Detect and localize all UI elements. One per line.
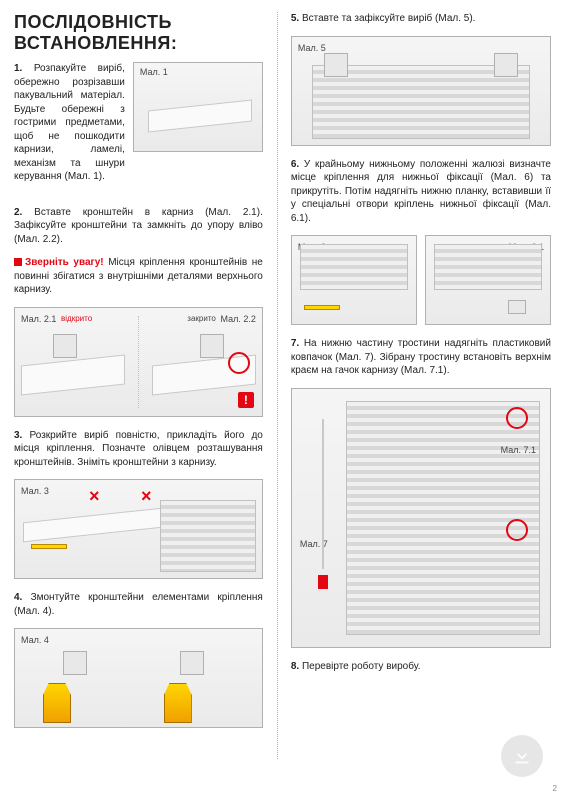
step-1: 1. Розпакуйте виріб, обережно розрізавши… xyxy=(14,62,125,184)
step-6-num: 6. xyxy=(291,159,299,170)
step-2-num: 2. xyxy=(14,207,22,218)
figure-6-pencil-icon xyxy=(304,305,340,310)
figure-1: Мал. 1 xyxy=(133,62,263,152)
figure-1-rail xyxy=(148,100,252,133)
figure-7: Мал. 7.1 Мал. 7 xyxy=(291,388,551,648)
figure-4-bracket-2 xyxy=(180,651,204,675)
figure-2-open-label: відкрито xyxy=(61,314,92,323)
figure-2: Мал. 2.1 відкрито закрито Мал. 2.2 ! xyxy=(14,307,263,417)
figure-6-1: Мал. 6.1 xyxy=(425,235,551,325)
step-4-num: 4. xyxy=(14,592,22,603)
step-2: 2. Вставте кронштейн в карниз (Мал. 2.1)… xyxy=(14,206,263,247)
page-number: 2 xyxy=(553,784,557,793)
figure-6-1-clip xyxy=(508,300,526,314)
figure-2-2-label: Мал. 2.2 xyxy=(220,314,255,324)
figure-7-blinds xyxy=(346,401,540,635)
figure-7-1-label: Мал. 7.1 xyxy=(501,445,536,455)
step-5-num: 5. xyxy=(291,13,299,24)
figure-3-rail xyxy=(23,506,182,543)
figure-5: Мал. 5 xyxy=(291,36,551,146)
download-badge-icon xyxy=(501,735,543,777)
step-3-num: 3. xyxy=(14,430,22,441)
warn-label: Зверніть увагу! xyxy=(25,257,104,268)
step-8-text: Перевірте роботу виробу. xyxy=(302,661,421,672)
figure-3-blinds xyxy=(160,500,256,572)
figure-6-blinds xyxy=(300,244,408,290)
figure-1-label: Мал. 1 xyxy=(140,67,168,77)
figure-6-1-blinds xyxy=(434,244,542,290)
figure-2-rail-left xyxy=(21,354,125,395)
figure-5-bracket-1 xyxy=(324,53,348,77)
figure-4-bracket-1 xyxy=(63,651,87,675)
figure-2-split xyxy=(138,316,139,408)
red-x-icon-2: × xyxy=(141,486,152,507)
figure-3-label: Мал. 3 xyxy=(21,486,49,496)
figure-2-1-label: Мал. 2.1 xyxy=(21,314,56,324)
step-6-text: У крайньому нижньому положенні жалюзі ви… xyxy=(291,159,551,224)
figure-6-row: Мал. 6 Мал. 6.1 xyxy=(291,235,551,325)
step-3-text: Розкрийте виріб повністю, прикладіть йог… xyxy=(14,430,263,468)
step-5: 5. Вставте та зафіксуйте виріб (Мал. 5). xyxy=(291,12,551,26)
step-1-text: Розпакуйте виріб, обережно розрізавши па… xyxy=(14,63,125,182)
step-7-text: На нижню частину тростини надягніть плас… xyxy=(291,338,551,376)
figure-7-cap xyxy=(318,575,328,589)
right-column: 5. Вставте та зафіксуйте виріб (Мал. 5).… xyxy=(277,0,565,799)
step-6: 6. У крайньому нижньому положенні жалюзі… xyxy=(291,158,551,226)
red-circle-icon xyxy=(228,352,250,374)
figure-4: Мал. 4 xyxy=(14,628,263,728)
figure-7-wand xyxy=(322,419,324,569)
figure-5-label: Мал. 5 xyxy=(298,43,326,53)
figure-2-closed-label: закрито xyxy=(187,314,216,323)
warning-block: Зверніть увагу! Місця кріплення кронштей… xyxy=(14,256,263,297)
red-x-icon-1: × xyxy=(89,486,100,507)
page: ПОСЛІДОВНІСТЬ ВСТАНОВЛЕННЯ: 1. Розпакуйт… xyxy=(0,0,565,799)
drill-icon-1 xyxy=(43,683,71,723)
step-8: 8. Перевірте роботу виробу. xyxy=(291,660,551,674)
step-7-num: 7. xyxy=(291,338,299,349)
pencil-icon xyxy=(31,544,67,549)
alert-icon: ! xyxy=(238,392,254,408)
figure-6: Мал. 6 xyxy=(291,235,417,325)
warn-bullet-icon xyxy=(14,257,25,268)
figure-7-circle-2 xyxy=(506,519,528,541)
step-5-text: Вставте та зафіксуйте виріб (Мал. 5). xyxy=(302,13,475,24)
figure-7-circle-1 xyxy=(506,407,528,429)
step-3: 3. Розкрийте виріб повністю, прикладіть … xyxy=(14,429,263,470)
step-1-num: 1. xyxy=(14,63,22,74)
figure-3: Мал. 3 × × xyxy=(14,479,263,579)
step-1-row: 1. Розпакуйте виріб, обережно розрізавши… xyxy=(14,62,263,194)
figure-2-bracket-right xyxy=(200,334,224,358)
step-4: 4. Змонтуйте кронштейни елементами кріпл… xyxy=(14,591,263,618)
step-2-text: Вставте кронштейн в карниз (Мал. 2.1). З… xyxy=(14,207,263,245)
figure-5-bracket-2 xyxy=(494,53,518,77)
drill-icon-2 xyxy=(164,683,192,723)
step-8-num: 8. xyxy=(291,661,299,672)
step-4-text: Змонтуйте кронштейни елементами кріпленн… xyxy=(14,592,263,617)
step-7: 7. На нижню частину тростини надягніть п… xyxy=(291,337,551,378)
left-column: ПОСЛІДОВНІСТЬ ВСТАНОВЛЕННЯ: 1. Розпакуйт… xyxy=(0,0,277,799)
figure-4-label: Мал. 4 xyxy=(21,635,49,645)
figure-2-bracket-left xyxy=(53,334,77,358)
main-title: ПОСЛІДОВНІСТЬ ВСТАНОВЛЕННЯ: xyxy=(14,12,263,54)
